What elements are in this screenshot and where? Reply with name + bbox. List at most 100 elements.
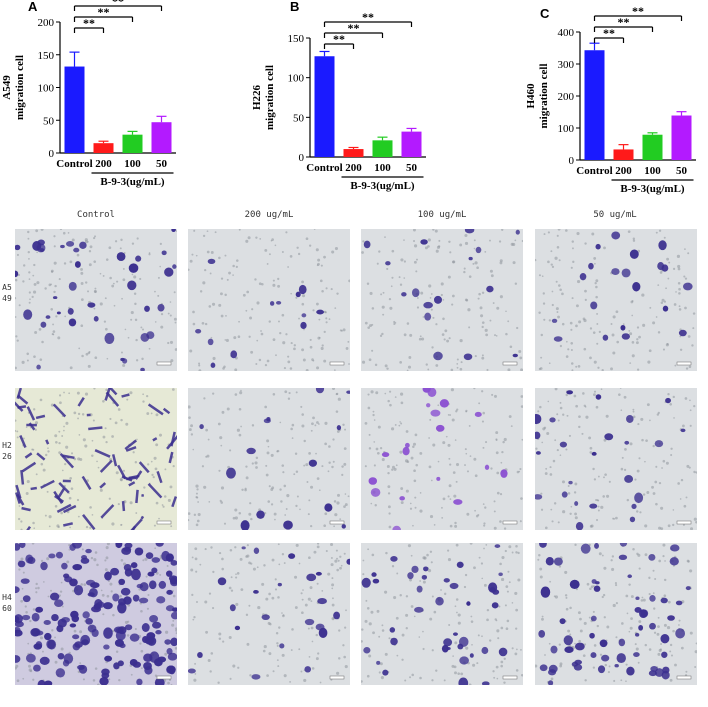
membrane-pore [301, 611, 304, 615]
stained-cell [141, 623, 150, 632]
membrane-pore [232, 274, 234, 276]
membrane-pore [298, 317, 300, 320]
membrane-pore [110, 590, 113, 593]
membrane-pore [576, 231, 580, 236]
stained-cell [253, 547, 260, 554]
y-tick-label: 0 [569, 155, 575, 167]
bar-200 [613, 149, 634, 160]
membrane-pore [321, 344, 324, 347]
stained-cell [129, 633, 140, 642]
membrane-pore [450, 388, 454, 392]
membrane-pore [607, 671, 610, 674]
membrane-pore [321, 289, 324, 293]
membrane-pore [150, 412, 153, 415]
membrane-pore [388, 512, 391, 515]
membrane-pore [632, 547, 635, 551]
membrane-pore [122, 267, 125, 270]
stained-cell [127, 280, 137, 291]
membrane-pore [684, 306, 687, 310]
membrane-pore [693, 470, 696, 474]
membrane-pore [170, 525, 173, 528]
membrane-pore [501, 450, 504, 454]
membrane-pore [31, 448, 34, 451]
membrane-pore [501, 577, 505, 582]
membrane-pore [436, 245, 441, 249]
membrane-pore [567, 348, 570, 351]
membrane-pore [670, 454, 673, 457]
stained-cell [22, 595, 31, 603]
membrane-pore [589, 451, 593, 454]
stained-cell [52, 403, 67, 418]
membrane-pore [582, 654, 586, 658]
membrane-pore [690, 527, 694, 530]
membrane-pore [50, 589, 52, 592]
membrane-pore [381, 305, 385, 309]
membrane-pore [28, 271, 31, 274]
membrane-pore [455, 543, 459, 547]
membrane-pore [301, 348, 305, 352]
membrane-pore [464, 448, 467, 451]
bar-50 [401, 131, 422, 157]
membrane-pore [165, 630, 169, 634]
membrane-pore [472, 663, 476, 667]
membrane-pore [693, 517, 697, 521]
membrane-pore [395, 464, 398, 467]
stained-cell [549, 417, 556, 423]
membrane-pore [35, 473, 38, 476]
membrane-pore [214, 231, 217, 234]
category-label-50: 50 [676, 165, 688, 177]
stained-cell [157, 656, 167, 663]
stained-cell [168, 451, 174, 464]
stained-cell [595, 394, 602, 400]
membrane-pore [139, 277, 142, 281]
membrane-pore [264, 405, 267, 409]
membrane-pore [250, 517, 253, 521]
membrane-pore [309, 345, 313, 349]
membrane-pore [20, 599, 24, 603]
membrane-pore [81, 413, 85, 416]
membrane-pore [53, 235, 56, 238]
stained-cell [551, 318, 558, 323]
stained-cell [301, 313, 307, 318]
stained-cell [15, 655, 21, 663]
membrane-pore [290, 342, 293, 345]
stained-cell [162, 407, 171, 415]
membrane-pore [600, 388, 603, 391]
category-label-200: 200 [615, 165, 632, 177]
membrane-pore [388, 637, 391, 640]
membrane-pore [519, 356, 523, 360]
membrane-pore [400, 422, 403, 425]
membrane-pore [89, 506, 92, 509]
membrane-pore [309, 586, 313, 590]
membrane-pore [454, 605, 457, 608]
membrane-pore [632, 239, 636, 242]
stained-cell [24, 452, 33, 459]
membrane-pore [452, 655, 454, 657]
column-header-100: 100 ug/mL [417, 210, 467, 220]
membrane-pore [310, 485, 314, 489]
membrane-pore [674, 663, 677, 667]
membrane-pore [515, 551, 518, 554]
membrane-pore [679, 348, 683, 351]
membrane-pore [245, 239, 249, 243]
membrane-pore [59, 590, 63, 593]
membrane-pore [196, 519, 200, 523]
membrane-pore [570, 348, 573, 352]
membrane-pore [33, 355, 36, 358]
stained-cell [564, 646, 574, 654]
stained-cell [662, 305, 669, 312]
membrane-pore [406, 369, 409, 371]
membrane-pore [604, 473, 607, 476]
membrane-pore [635, 341, 639, 345]
membrane-pore [336, 501, 340, 505]
membrane-pore [238, 433, 242, 437]
stained-cell [256, 510, 265, 519]
membrane-pore [120, 238, 123, 242]
y-tick-label: 400 [558, 27, 575, 39]
membrane-pore [266, 439, 270, 443]
scale-bar [502, 361, 518, 366]
membrane-pore [473, 457, 477, 461]
membrane-pore [684, 397, 688, 400]
membrane-pore [648, 349, 652, 353]
membrane-pore [32, 521, 35, 525]
